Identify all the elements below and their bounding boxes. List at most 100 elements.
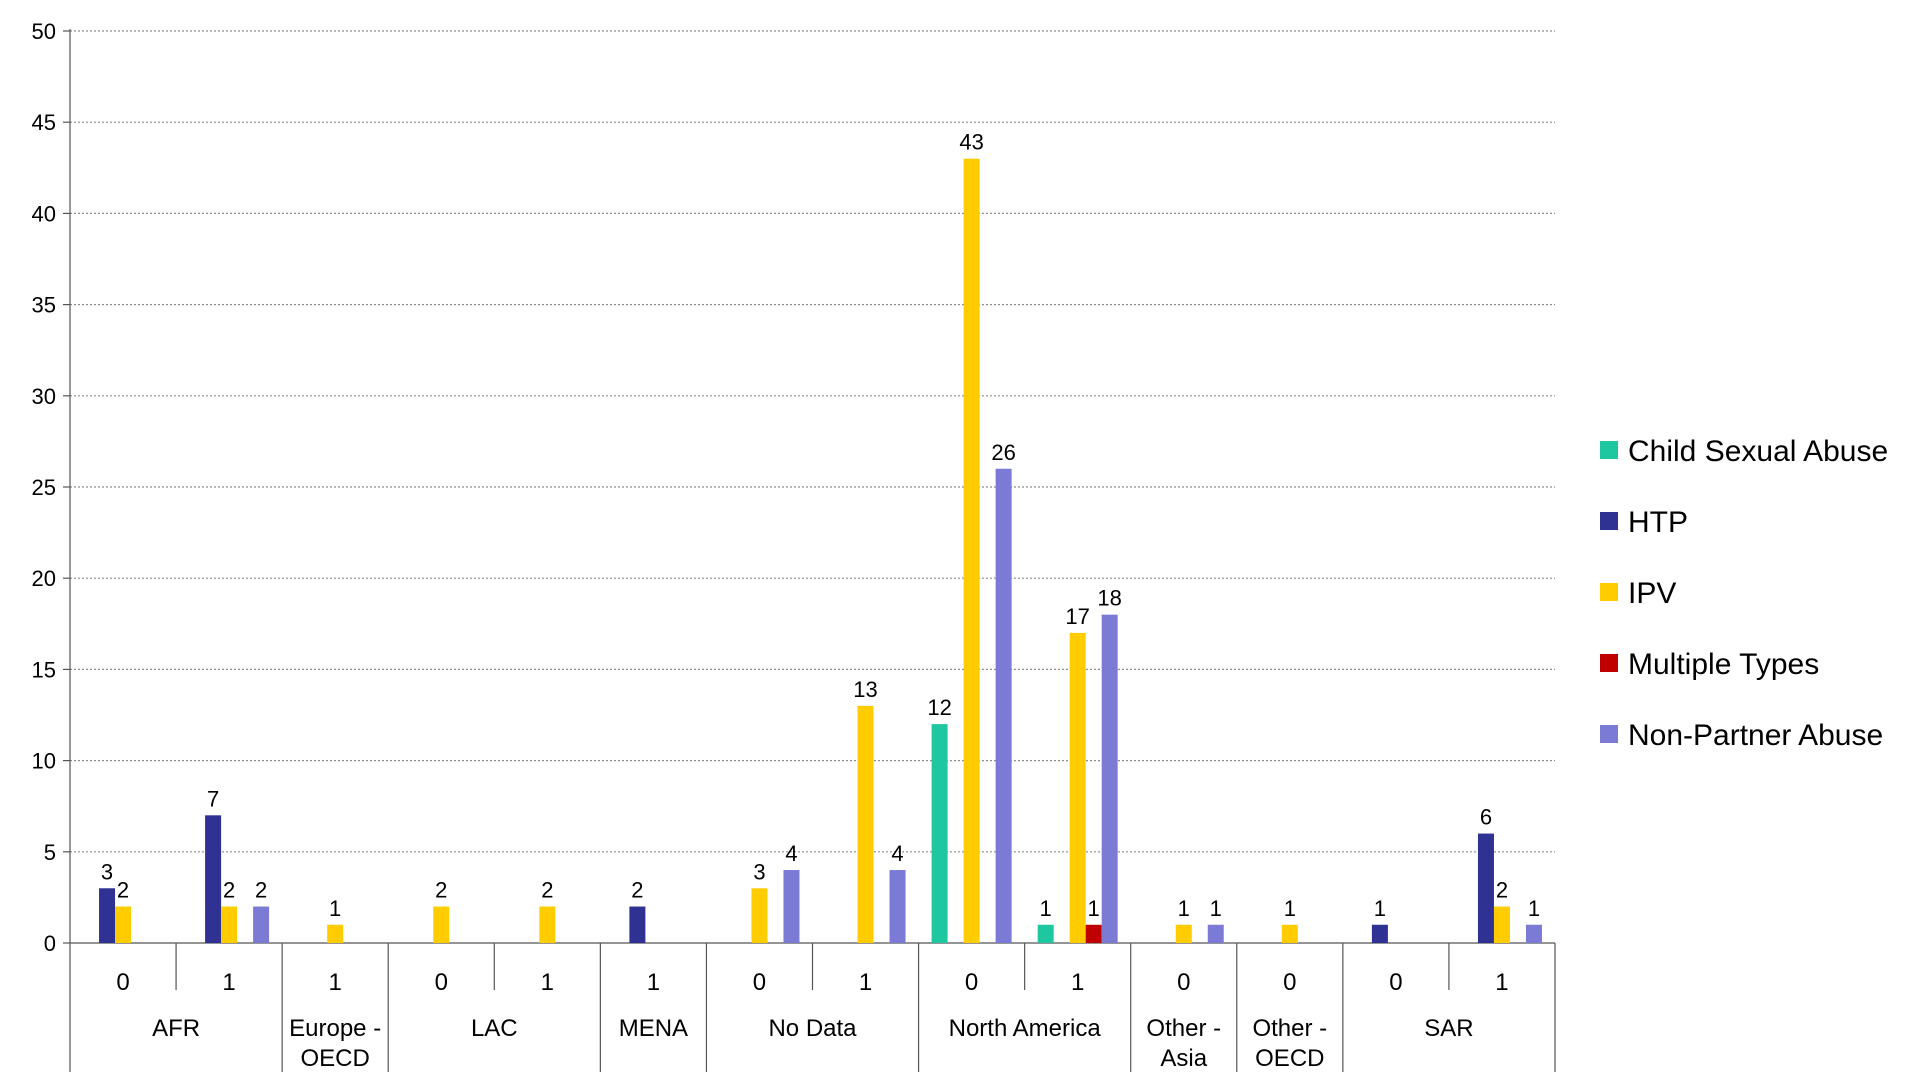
legend: Child Sexual Abuse HTP IPV Multiple Types No… — [1600, 435, 1888, 752]
x-sub-category-label: 1 — [541, 969, 554, 996]
data-label: 4 — [891, 841, 903, 866]
x-sub-category-label: 0 — [753, 969, 766, 996]
y-tick-label: 5 — [44, 840, 56, 865]
x-sub-category-label: 0 — [1283, 969, 1296, 996]
y-tick-label: 20 — [32, 566, 56, 591]
bar — [99, 888, 116, 943]
data-label: 1 — [1210, 896, 1222, 921]
bar — [857, 705, 874, 943]
bar — [205, 815, 222, 943]
x-sub-category-label: 0 — [435, 969, 448, 996]
legend-swatch — [1600, 725, 1618, 743]
data-label: 12 — [927, 695, 951, 720]
data-label: 7 — [207, 786, 219, 811]
legend-swatch — [1600, 512, 1618, 530]
data-label: 3 — [753, 859, 765, 884]
bar — [1493, 906, 1510, 943]
data-label: 26 — [991, 440, 1015, 465]
bar — [1069, 632, 1086, 943]
bar — [751, 888, 768, 943]
bar — [931, 724, 948, 943]
y-tick-label: 10 — [32, 749, 56, 774]
data-label: 17 — [1065, 604, 1089, 629]
x-group-label: North America — [949, 1015, 1102, 1042]
bar — [783, 870, 800, 943]
bar — [1175, 924, 1192, 943]
data-label: 6 — [1480, 805, 1492, 830]
x-sub-category-label: 0 — [1389, 969, 1402, 996]
data-label: 43 — [959, 130, 983, 155]
x-group-label: No Data — [768, 1015, 857, 1042]
data-label: 2 — [255, 878, 267, 903]
bar — [1207, 924, 1224, 943]
y-tick-label: 0 — [44, 931, 56, 956]
bar — [629, 906, 646, 943]
x-sub-category-label: 0 — [1177, 969, 1190, 996]
x-sub-category-label: 0 — [965, 969, 978, 996]
y-tick-label: 45 — [32, 110, 56, 135]
data-label: 1 — [1374, 896, 1386, 921]
data-label: 18 — [1097, 586, 1121, 611]
x-sub-category-label: 1 — [859, 969, 872, 996]
bar — [889, 870, 906, 943]
data-label: 1 — [1040, 896, 1052, 921]
x-sub-category-label: 1 — [222, 969, 235, 996]
bar — [1371, 924, 1388, 943]
bar — [221, 906, 238, 943]
data-label: 1 — [1284, 896, 1296, 921]
legend-label: Multiple Types — [1628, 648, 1819, 681]
data-label: 4 — [785, 841, 797, 866]
data-label: 2 — [435, 878, 447, 903]
bar — [1037, 924, 1054, 943]
legend-label: Non-Partner Abuse — [1628, 719, 1883, 752]
bar — [1525, 924, 1542, 943]
data-label: 1 — [329, 896, 341, 921]
bar — [115, 906, 132, 943]
y-tick-label: 25 — [32, 475, 56, 500]
x-axis-categories: 0 1 1 0 1 1 0 1 0 1 0 0 0 1 AFR Europe -OECD LAC MENA No D… — [116, 943, 1556, 1072]
legend-swatch — [1600, 654, 1618, 672]
data-label: 1 — [1088, 896, 1100, 921]
bar — [1101, 614, 1118, 943]
x-sub-category-label: 1 — [647, 969, 660, 996]
bar — [1281, 924, 1298, 943]
bar — [963, 158, 980, 943]
legend-swatch — [1600, 441, 1618, 459]
x-group-label: MENA — [619, 1015, 688, 1042]
y-tick-label: 30 — [32, 384, 56, 409]
bar — [327, 924, 344, 943]
data-label: 2 — [223, 878, 235, 903]
gridlines — [70, 30, 1555, 853]
x-group-label: LAC — [471, 1015, 518, 1042]
data-label: 1 — [1528, 896, 1540, 921]
legend-label: Child Sexual Abuse — [1628, 435, 1888, 468]
bar — [1477, 833, 1494, 943]
x-sub-category-label: 0 — [116, 969, 129, 996]
legend-label: HTP — [1628, 506, 1688, 539]
legend-label: IPV — [1628, 577, 1676, 610]
x-group-label: SAR — [1424, 1015, 1473, 1042]
x-group-label: Europe -OECD — [289, 1015, 381, 1072]
bar — [1085, 924, 1102, 943]
y-tick-label: 15 — [32, 657, 56, 682]
x-sub-category-label: 1 — [1495, 969, 1508, 996]
y-tick-label: 40 — [32, 201, 56, 226]
bar — [539, 906, 556, 943]
x-group-label: Other -OECD — [1252, 1015, 1327, 1072]
data-label: 13 — [853, 677, 877, 702]
data-label: 2 — [631, 878, 643, 903]
data-label: 2 — [117, 878, 129, 903]
data-label: 2 — [1496, 878, 1508, 903]
data-label: 3 — [101, 859, 113, 884]
y-tick-label: 50 — [32, 19, 56, 44]
bar — [433, 906, 450, 943]
bar — [253, 906, 270, 943]
x-group-label: AFR — [152, 1015, 200, 1042]
bar — [995, 468, 1012, 943]
data-label: 1 — [1178, 896, 1190, 921]
bars — [99, 158, 1542, 943]
x-sub-category-label: 1 — [328, 969, 341, 996]
